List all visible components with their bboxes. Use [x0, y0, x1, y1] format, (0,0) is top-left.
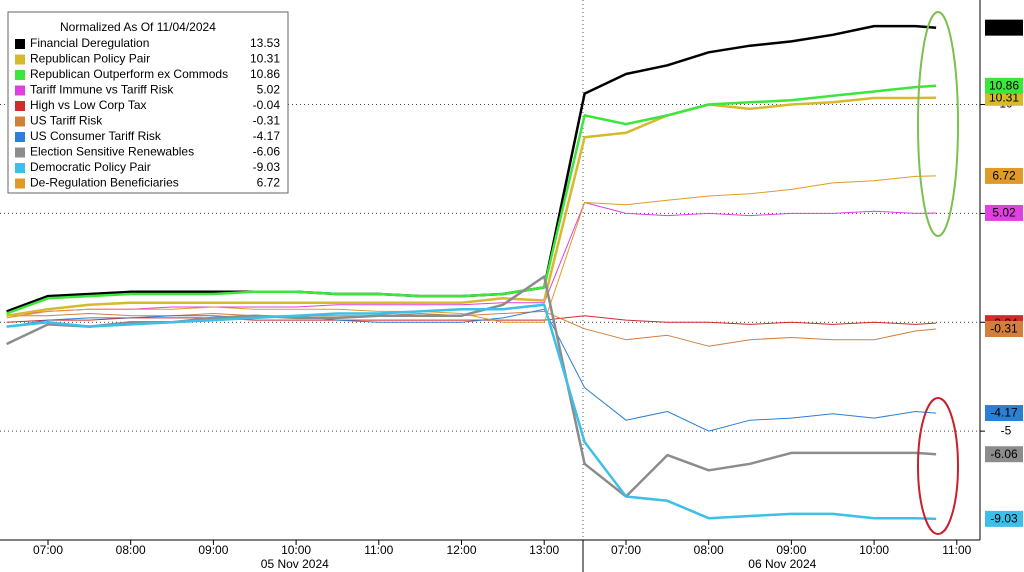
x-tick-label: 10:00: [281, 543, 311, 557]
x-tick-label: 07:00: [611, 543, 641, 557]
legend-value: -0.31: [253, 114, 281, 128]
end-label-box: [985, 19, 1023, 36]
legend-label: Republican Outperform ex Commods: [30, 67, 228, 81]
legend-title: Normalized As Of 11/04/2024: [60, 20, 216, 34]
x-tick-label: 07:00: [33, 543, 63, 557]
series-line: [6, 202, 937, 317]
legend-value: 10.86: [250, 67, 280, 81]
end-label: 10.31: [989, 90, 1019, 104]
legend-label: US Consumer Tariff Risk: [30, 129, 162, 143]
x-day-label: 06 Nov 2024: [748, 557, 816, 571]
end-labels: 13.5310.3110.865.02-0.04-0.31-4.17-6.06-…: [985, 19, 1023, 527]
end-label-box: [985, 167, 1023, 184]
legend-value: -0.04: [253, 98, 281, 112]
y-tick-label: -5: [1001, 423, 1012, 437]
legend-swatch: [15, 147, 25, 158]
legend-label: De-Regulation Beneficiaries: [30, 176, 179, 190]
end-label-box: [985, 510, 1023, 527]
series-line: [6, 175, 937, 323]
end-label-box: [985, 321, 1023, 338]
end-label-box: [985, 446, 1023, 463]
x-tick-label: 09:00: [198, 543, 228, 557]
end-label-box: [985, 405, 1023, 422]
end-label: 10.86: [989, 78, 1019, 92]
legend-value: 5.02: [257, 83, 281, 97]
legend-label: Republican Policy Pair: [30, 52, 150, 66]
legend-value: -9.03: [253, 160, 281, 174]
legend-swatch: [15, 116, 25, 127]
end-label: 13.53: [989, 20, 1019, 34]
legend-label: US Tariff Risk: [30, 114, 103, 128]
legend-label: Democratic Policy Pair: [30, 160, 151, 174]
highlight-ellipse: [917, 397, 959, 535]
legend-swatch: [15, 163, 25, 173]
x-tick-label: 10:00: [859, 543, 889, 557]
legend-value: -4.17: [253, 129, 281, 143]
legend-swatch: [15, 178, 25, 189]
legend-value: -6.06: [253, 145, 281, 159]
legend-value: 6.72: [257, 176, 281, 190]
end-label: 6.72: [992, 169, 1016, 183]
legend-label: Tariff Immune vs Tariff Risk: [30, 83, 174, 97]
x-day-label: 05 Nov 2024: [261, 557, 329, 571]
legend-swatch: [15, 101, 25, 111]
series-line: [6, 303, 937, 521]
end-label: -9.03: [990, 512, 1018, 526]
series-line: [6, 308, 937, 432]
legend-label: Financial Deregulation: [30, 36, 149, 50]
end-label: -0.31: [990, 322, 1018, 336]
legend-swatch: [15, 70, 25, 80]
x-tick-label: 11:00: [364, 543, 393, 557]
legend-value: 10.31: [250, 52, 280, 66]
x-tick-label: 08:00: [116, 543, 146, 557]
legend-label: High vs Low Corp Tax: [30, 98, 147, 112]
x-axis-labels: 07:00 08:00 09:00 10:00 11:00 12:00 13:00 07:00…: [33, 540, 972, 571]
legend: Normalized As Of 11/04/2024 Financial De…: [7, 11, 289, 194]
legend-swatch: [15, 85, 25, 96]
legend-box: [7, 11, 289, 194]
legend-swatch: [15, 132, 25, 142]
legend-swatch: [15, 54, 25, 65]
x-tick-label: 11:00: [942, 543, 971, 557]
end-label-box: [985, 204, 1023, 221]
x-tick-label: 09:00: [776, 543, 806, 557]
x-tick-label: 13:00: [529, 543, 559, 557]
end-label: -6.06: [990, 447, 1018, 461]
legend-label: Election Sensitive Renewables: [30, 145, 194, 159]
end-label: 5.02: [992, 206, 1016, 220]
end-label: -4.17: [990, 406, 1018, 420]
lines: [6, 24, 937, 521]
highlight-ellipse: [917, 11, 959, 237]
legend-swatch: [15, 39, 25, 49]
legend-value: 13.53: [250, 36, 280, 50]
series-line: [6, 84, 937, 315]
series-line: [6, 96, 937, 317]
x-tick-label: 08:00: [694, 543, 724, 557]
x-tick-label: 12:00: [446, 543, 476, 557]
end-label-box: [985, 77, 1023, 94]
